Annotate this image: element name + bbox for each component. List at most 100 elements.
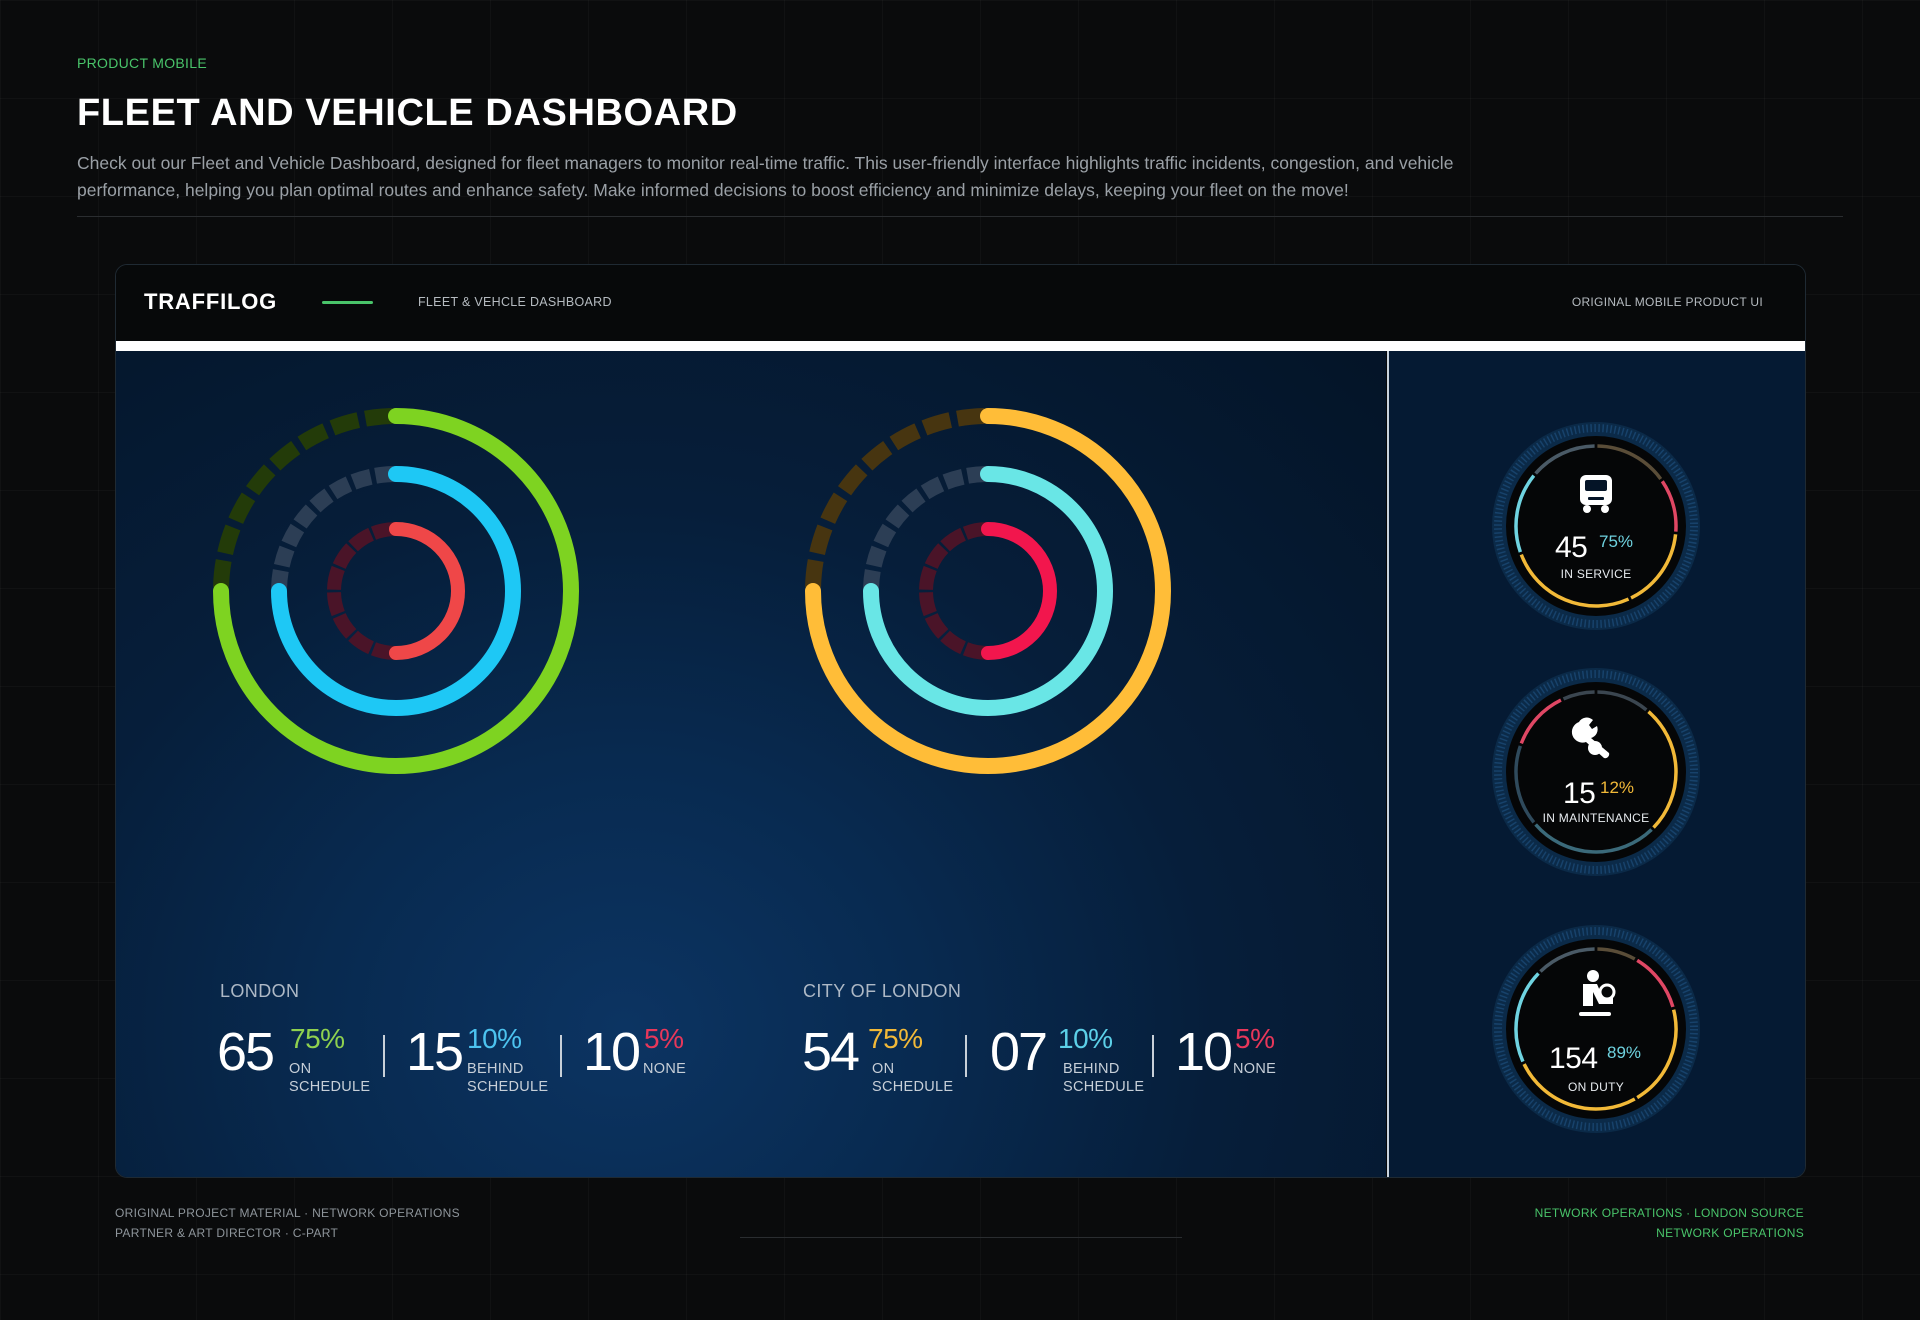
footer-credits: ORIGINAL PROJECT MATERIAL · NETWORK OPER… xyxy=(115,1203,460,1243)
gauge-label: ON DUTY xyxy=(1567,1080,1625,1094)
ring-track-segment xyxy=(293,504,318,529)
city-of-london-donut-chart xyxy=(805,408,1171,774)
ring-track-segment xyxy=(885,504,910,529)
gauge-arc-segment xyxy=(1597,444,1663,481)
ring-track-segment xyxy=(327,565,345,591)
ring-track-segment xyxy=(820,492,848,524)
gauge-arc-segment xyxy=(1534,444,1595,475)
app-bar: TRAFFILOG FLEET & VEHCLE DASHBOARD ORIGI… xyxy=(116,265,1805,341)
stat-percent: 10% xyxy=(1058,1023,1113,1054)
ring-track-segment xyxy=(924,543,949,570)
gauge-tick-ring xyxy=(1494,670,1698,874)
stat-label: BEHIND SCHEDULE xyxy=(467,1061,549,1095)
gauge-ring xyxy=(1492,422,1700,630)
footer-divider xyxy=(740,1237,1182,1238)
app-right-label: ORIGINAL MOBILE PRODUCT UI xyxy=(1571,295,1763,309)
stat-value: 15 xyxy=(406,1022,464,1082)
ring-track-segment xyxy=(919,591,937,617)
stat-percent: 75% xyxy=(868,1023,923,1054)
stat-label: ON SCHEDULE xyxy=(289,1061,371,1095)
gauge-arc-segment xyxy=(1647,710,1678,829)
london-donut-chart xyxy=(213,408,579,774)
gauge-tick-ring xyxy=(1494,424,1698,628)
stat-value: 07 xyxy=(990,1022,1048,1082)
gauge-percent: 75% xyxy=(1599,532,1634,551)
ring-track-segment xyxy=(348,630,375,655)
gauge-arc-segment xyxy=(1597,690,1648,712)
stat-divider xyxy=(560,1035,562,1077)
gauge-arc-segment xyxy=(1636,958,1675,1008)
ring-track-segment xyxy=(273,545,295,568)
app-subtitle: FLEET & VEHCLE DASHBOARD xyxy=(418,295,612,309)
gauge-arc-segment xyxy=(1630,534,1678,600)
page-title: FLEET AND VEHICLE DASHBOARD xyxy=(77,92,738,134)
gauge-ring xyxy=(1492,925,1700,1133)
region-name-city-of-london: CITY OF LONDON xyxy=(803,981,962,1001)
ring-track-segment xyxy=(332,543,357,570)
stat-percent: 10% xyxy=(467,1023,522,1054)
ring-value-arc xyxy=(805,408,1171,774)
ring-track-segment xyxy=(919,565,937,591)
ring-track-segment xyxy=(940,630,967,655)
footer-source-line[interactable]: NETWORK OPERATIONS xyxy=(1656,1226,1804,1240)
gauge-arc-segment xyxy=(1534,823,1653,854)
ring-track-segment xyxy=(348,527,375,552)
ring-value-arc xyxy=(981,522,1057,660)
stat-value: 10 xyxy=(583,1022,641,1082)
stat-label: NONE xyxy=(1233,1061,1277,1077)
stat-divider xyxy=(383,1035,385,1077)
header-divider xyxy=(77,216,1843,217)
ring-value-arc xyxy=(271,466,521,716)
footer-source-line[interactable]: NETWORK OPERATIONS · LONDON SOURCE xyxy=(1534,1206,1804,1220)
ring-track-segment xyxy=(350,468,373,490)
ring-track-segment xyxy=(329,412,361,436)
wrench-icon xyxy=(1571,717,1610,759)
brand-logo[interactable]: TRAFFILOG xyxy=(144,289,278,314)
gauge-percent: 12% xyxy=(1600,778,1635,797)
gauge-arc-segment xyxy=(1514,474,1536,553)
ring-track-segment xyxy=(228,492,256,524)
gauge-arc-segment xyxy=(1636,1009,1678,1100)
side-panel: 45 75% IN SERVICE 15 12% IN MAINTENANCE xyxy=(1387,351,1805,1177)
ring-track-segment xyxy=(327,591,345,617)
ring-track-segment xyxy=(920,476,945,500)
brand-accent-line xyxy=(322,301,373,304)
main-panel: LONDON 65 75% ON SCHEDULE 15 10% BEHIND SC… xyxy=(116,351,1386,1177)
stat-label: BEHIND SCHEDULE xyxy=(1063,1061,1145,1095)
ring-track-segment xyxy=(332,612,357,639)
stat-label: ON SCHEDULE xyxy=(872,1061,954,1095)
gauge-value: 45 xyxy=(1555,531,1588,564)
footer-credit-line: PARTNER & ART DIRECTOR · C-PART xyxy=(115,1226,339,1240)
bus-icon xyxy=(1580,475,1612,513)
page-eyebrow: PRODUCT MOBILE xyxy=(77,55,207,71)
gauge-face xyxy=(1506,939,1686,1119)
gauge-arc-segment xyxy=(1597,947,1636,961)
ring-track-segment xyxy=(809,524,833,556)
stat-percent: 5% xyxy=(1235,1023,1275,1054)
ring-track-segment xyxy=(281,523,305,548)
ring-track-segment xyxy=(309,488,334,513)
gauge-value: 154 xyxy=(1549,1042,1598,1075)
gauge-tick-ring xyxy=(1494,927,1698,1131)
ring-track-segment xyxy=(889,423,921,451)
ring-track-segment xyxy=(921,412,953,436)
ring-track-segment xyxy=(269,441,301,471)
stat-value: 54 xyxy=(802,1022,860,1082)
fleet-gauge-in-service[interactable]: 45 75% IN SERVICE xyxy=(1491,421,1701,631)
fleet-gauge-in-maintenance[interactable]: 15 12% IN MAINTENANCE xyxy=(1491,667,1701,877)
ring-track-segment xyxy=(217,524,241,556)
gauge-label: IN MAINTENANCE xyxy=(1542,811,1650,825)
fleet-gauge-on-duty[interactable]: 154 89% ON DUTY xyxy=(1491,924,1701,1134)
gauge-arc-segment xyxy=(1519,698,1562,744)
gauge-arc-segment xyxy=(1562,690,1595,701)
stat-value: 65 xyxy=(217,1022,275,1082)
gauge-face xyxy=(1506,436,1686,616)
footer-credit-line: ORIGINAL PROJECT MATERIAL · NETWORK OPER… xyxy=(115,1206,460,1220)
gauge-arc-segment xyxy=(1660,480,1678,532)
driver-icon xyxy=(1579,970,1616,1016)
stat-value: 10 xyxy=(1175,1022,1233,1082)
footer-source: NETWORK OPERATIONS · LONDON SOURCE NETWO… xyxy=(1535,1203,1804,1243)
ring-track-segment xyxy=(861,441,893,471)
gauge-arc-segment xyxy=(1514,972,1540,1063)
gauge-value: 15 xyxy=(1563,777,1596,810)
